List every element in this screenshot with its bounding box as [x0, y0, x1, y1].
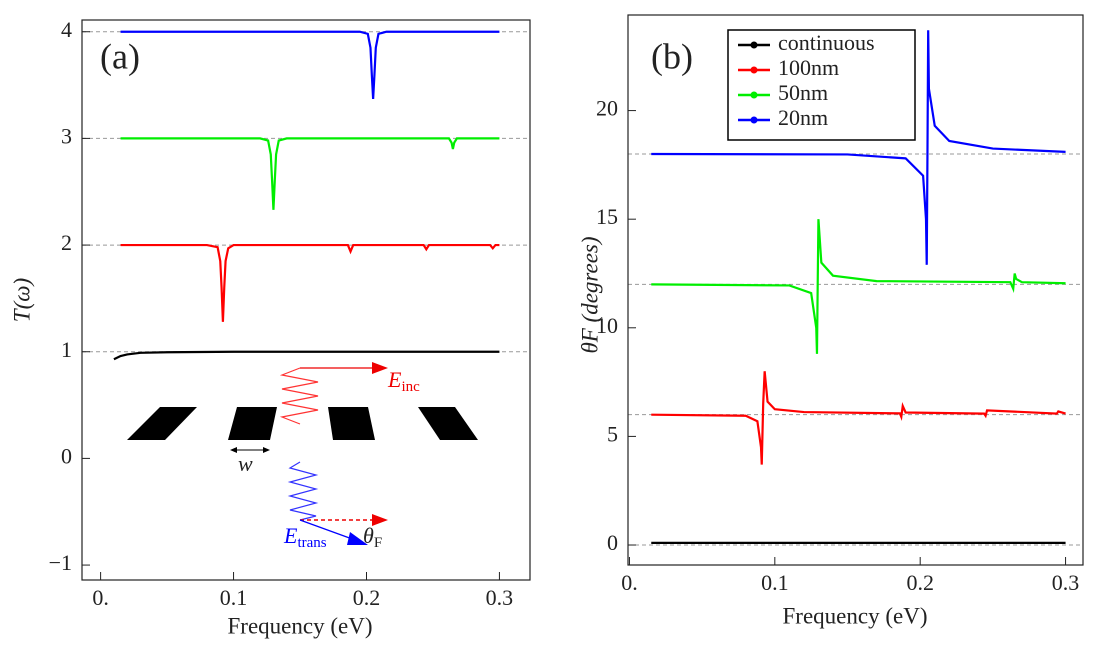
x-tick-label: 0.2 — [353, 585, 381, 610]
legend-box — [727, 29, 916, 141]
inset-label-text: E — [387, 367, 402, 392]
slab — [328, 407, 375, 440]
schematic — [127, 362, 478, 545]
y-tick-label: 4 — [61, 17, 72, 42]
x-tick-label: 0.1 — [761, 570, 789, 595]
x-tick-label: 0. — [92, 585, 109, 610]
series-line — [120, 137, 500, 210]
plot-frame — [81, 19, 531, 581]
y-tick-label: 5 — [607, 421, 618, 446]
series-line — [120, 30, 500, 99]
inset-label: Etrans — [283, 523, 327, 551]
inset-label-text: θ — [363, 523, 374, 548]
slab — [418, 407, 478, 440]
series-line — [651, 219, 1066, 354]
arrowhead — [372, 514, 388, 526]
legend-label: continuous — [778, 30, 875, 55]
legend-marker — [750, 41, 758, 49]
x-tick-label: 0.2 — [906, 570, 934, 595]
x-axis-title: Frequency (eV) — [228, 613, 373, 638]
inset-label-sub: F — [374, 535, 382, 551]
arrowhead — [230, 447, 237, 453]
legend-label: 20nm — [778, 105, 828, 130]
series-line — [120, 243, 500, 322]
inset-label-text: w — [238, 451, 253, 476]
inset-label: Einc — [387, 367, 420, 395]
panel-label: (a) — [100, 36, 140, 76]
legend-label: 50nm — [778, 80, 828, 105]
y-tick-label: 10 — [596, 313, 618, 338]
legend-marker — [750, 66, 758, 74]
inset-label: θF — [363, 523, 382, 551]
y-tick-label: 0 — [607, 530, 618, 555]
y-tick-label: 0 — [61, 443, 72, 468]
series-line — [651, 30, 1066, 265]
arrow — [299, 519, 356, 541]
y-tick-label: 3 — [61, 123, 72, 148]
y-axis-title: T(ω) — [9, 278, 34, 322]
arrowhead — [372, 362, 388, 374]
y-tick-label: 15 — [596, 204, 618, 229]
inset-label-text: E — [283, 523, 298, 548]
y-tick-label: 2 — [61, 230, 72, 255]
x-tick-label: 0.3 — [1052, 570, 1080, 595]
plot-frame — [627, 14, 1084, 566]
arrowhead — [347, 532, 368, 545]
y-tick-label: 20 — [596, 96, 618, 121]
y-tick-label: −1 — [49, 550, 72, 575]
panel-label: (b) — [651, 36, 693, 76]
legend-label: 100nm — [778, 55, 839, 80]
inset-label-sub: inc — [401, 379, 420, 395]
y-tick-label: 1 — [61, 337, 72, 362]
x-tick-label: 0. — [621, 570, 638, 595]
series-line — [651, 371, 1066, 465]
x-axis-title: Frequency (eV) — [783, 603, 928, 628]
x-tick-label: 0.1 — [220, 585, 248, 610]
slab — [228, 407, 277, 440]
legend-marker — [750, 91, 758, 99]
y-axis-title: θF (degrees) — [577, 236, 602, 353]
legend-marker — [750, 116, 758, 124]
series-line — [113, 350, 500, 361]
incident-wave — [279, 367, 319, 425]
transmitted-wave — [287, 461, 319, 521]
slab — [127, 407, 197, 440]
inset-label-sub: trans — [297, 535, 326, 551]
x-tick-label: 0.3 — [486, 585, 514, 610]
arrowhead — [263, 447, 270, 453]
inset-label: w — [238, 451, 253, 476]
